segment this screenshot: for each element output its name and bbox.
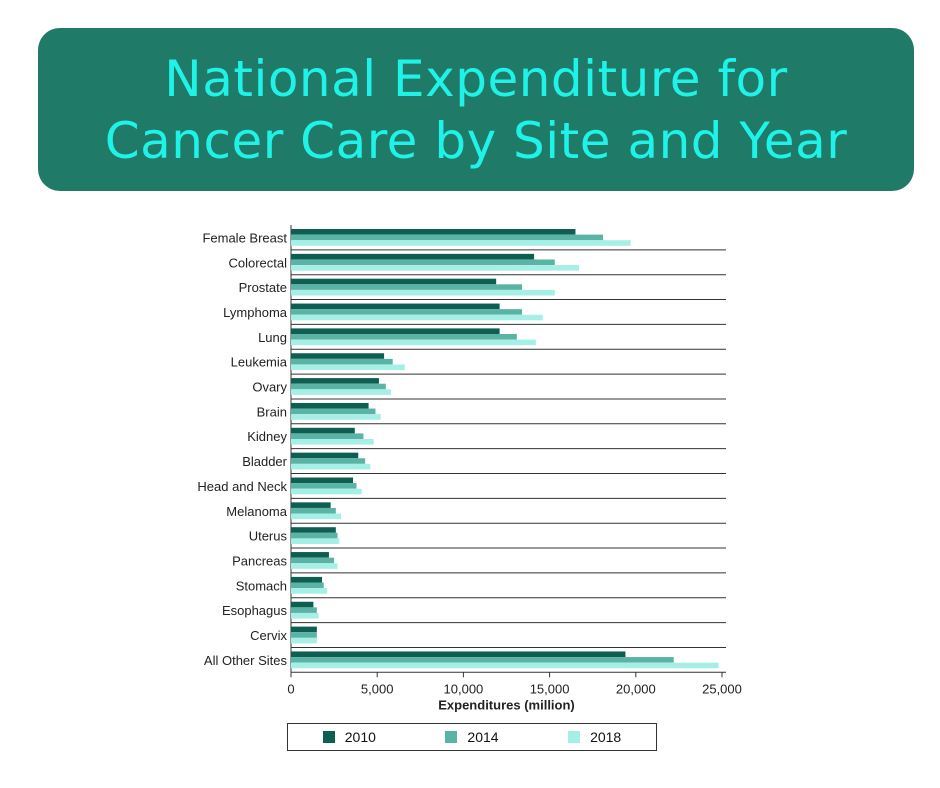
category-label: Kidney <box>247 429 287 444</box>
category-label: Esophagus <box>222 603 288 618</box>
category-label: Prostate <box>239 280 287 295</box>
bar-2014 <box>291 507 336 514</box>
bar-2018 <box>291 289 555 296</box>
legend-item-2010: 2010 <box>322 729 376 745</box>
category-label: Bladder <box>242 454 287 469</box>
bar-2010 <box>291 651 626 658</box>
bar-2018 <box>291 637 317 644</box>
bar-2010 <box>291 427 355 434</box>
bar-2010 <box>291 328 500 334</box>
bar-2014 <box>291 458 366 464</box>
category-label: Lung <box>258 330 287 345</box>
bar-2018 <box>291 265 579 271</box>
bar-2014 <box>291 632 317 638</box>
category-label: Leukemia <box>231 355 288 370</box>
bar-2018 <box>291 463 371 470</box>
bar-2010 <box>291 353 385 359</box>
category-label: Stomach <box>236 578 287 593</box>
bar-2018 <box>291 488 362 495</box>
category-label: Melanoma <box>226 504 287 519</box>
bar-2018 <box>291 662 719 669</box>
legend-swatch-2014 <box>445 731 458 743</box>
bar-2018 <box>291 612 319 619</box>
bar-2010 <box>291 601 314 608</box>
legend-swatch-2010 <box>322 731 335 743</box>
bar-2010 <box>291 527 336 533</box>
bar-2014 <box>291 284 523 290</box>
bar-2014 <box>291 358 393 365</box>
x-tick-label: 20,000 <box>616 681 656 696</box>
bar-2014 <box>291 582 324 589</box>
bar-2010 <box>291 253 535 260</box>
bar-2018 <box>291 314 543 321</box>
bar-2018 <box>291 563 338 569</box>
x-axis-title: Expenditures (million) <box>438 697 575 712</box>
bar-chart: Female Breast Colorectal Prostate Lymphoma L… <box>197 225 742 712</box>
bar-2010 <box>291 229 576 235</box>
bar-2010 <box>291 552 329 558</box>
title-line-1: National Expenditure for <box>164 49 788 108</box>
bar-2010 <box>291 626 317 633</box>
bar-2014 <box>291 334 517 340</box>
category-label: Head and Neck <box>197 479 287 494</box>
category-label: Cervix <box>250 628 287 643</box>
bar-2018 <box>291 538 340 544</box>
category-label: Brain <box>257 404 287 419</box>
title-line-2: Cancer Care by Site and Year <box>104 111 848 170</box>
bar-2014 <box>291 607 317 613</box>
bar-2014 <box>291 657 674 663</box>
category-label: Ovary <box>252 380 287 395</box>
category-label: Colorectal <box>228 255 287 270</box>
bar-2010 <box>291 502 331 508</box>
bar-2014 <box>291 483 357 489</box>
bar-2014 <box>291 259 555 266</box>
bar-2010 <box>291 452 359 459</box>
bar-2014 <box>291 309 523 315</box>
bar-2018 <box>291 240 631 246</box>
bar-2018 <box>291 588 328 594</box>
bar-2014 <box>291 408 376 415</box>
bar-2018 <box>291 414 381 420</box>
legend-item-2018: 2018 <box>568 729 621 745</box>
bar-2010 <box>291 303 500 310</box>
category-label: Female Breast <box>202 230 287 245</box>
x-tick-label: 0 <box>287 681 294 696</box>
x-tick-label: 5,000 <box>361 681 394 696</box>
bar-2010 <box>291 278 497 285</box>
legend: 2010 2014 2018 <box>287 723 657 751</box>
legend-swatch-2018 <box>568 731 581 743</box>
bar-2018 <box>291 389 391 395</box>
bar-2014 <box>291 557 335 564</box>
bar-2018 <box>291 439 374 445</box>
legend-item-2014: 2014 <box>445 729 499 745</box>
x-tick-label: 15,000 <box>530 681 570 696</box>
title-banner: National Expenditure for Cancer Care by … <box>38 28 914 191</box>
bar-2010 <box>291 576 323 583</box>
bar-2014 <box>291 383 386 390</box>
category-label: Pancreas <box>232 553 287 568</box>
bar-2010 <box>291 378 379 384</box>
x-tick-label: 10,000 <box>444 681 484 696</box>
bar-2010 <box>291 477 354 484</box>
legend-label-2010: 2010 <box>344 729 376 745</box>
bar-2018 <box>291 513 341 520</box>
bar-2018 <box>291 339 536 346</box>
bar-2010 <box>291 402 369 409</box>
legend-label-2018: 2018 <box>590 729 622 745</box>
x-tick-label: 25,000 <box>702 681 742 696</box>
category-label: Uterus <box>249 529 288 544</box>
bar-2014 <box>291 234 604 241</box>
bar-2018 <box>291 364 405 371</box>
legend-label-2014: 2014 <box>467 729 499 745</box>
category-label: Lymphoma <box>223 305 288 320</box>
bar-2014 <box>291 532 338 539</box>
category-label: All Other Sites <box>204 653 288 668</box>
bar-2014 <box>291 433 364 439</box>
